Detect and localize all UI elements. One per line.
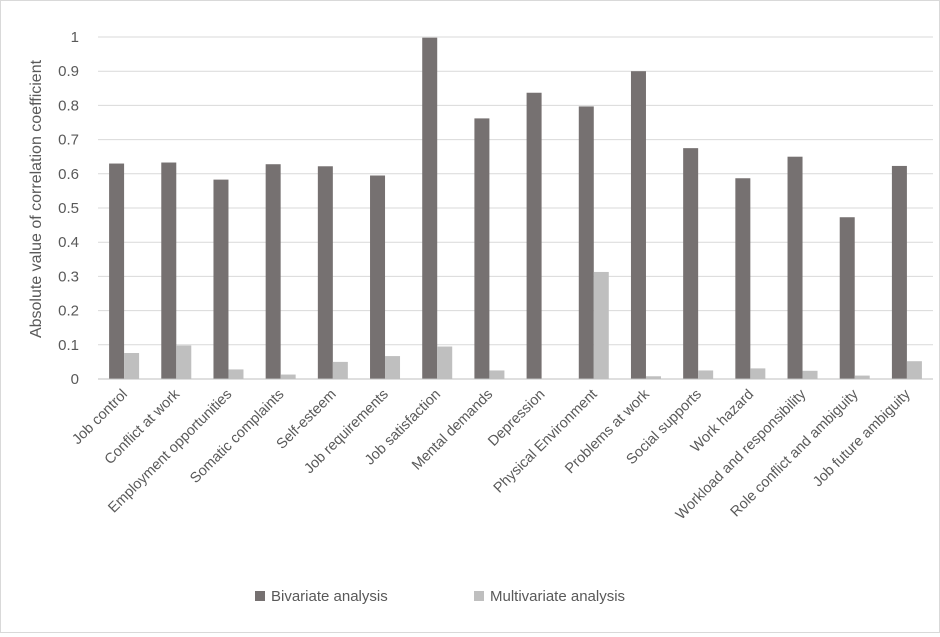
y-tick-label: 0.2 [58, 303, 79, 320]
bar-bivariate [526, 92, 542, 379]
y-tick-label: 0.4 [58, 234, 79, 251]
bar-bivariate [474, 118, 490, 380]
bar-multivariate [645, 376, 661, 379]
legend-label: Bivariate analysis [271, 588, 388, 605]
y-tick-label: 0.8 [58, 97, 79, 114]
bar-multivariate [385, 356, 401, 379]
bar-multivariate [906, 361, 922, 379]
y-tick-label: 0.6 [58, 166, 79, 183]
bar-bivariate [422, 37, 438, 380]
bar-multivariate [489, 370, 505, 379]
bar-bivariate [317, 166, 333, 379]
bar-bivariate [213, 179, 229, 379]
bar-multivariate [437, 346, 453, 379]
gridlines [98, 36, 933, 346]
bars [109, 37, 922, 380]
bar-multivariate [854, 375, 870, 379]
bar-bivariate [735, 178, 751, 379]
bar-multivariate [332, 361, 348, 379]
x-category-label: Job future ambiguity [810, 386, 914, 490]
bar-bivariate [578, 106, 594, 380]
y-tick-label: 0.3 [58, 268, 79, 285]
legend: Bivariate analysis Multivariate analysis [255, 588, 625, 605]
bar-bivariate [265, 164, 281, 379]
bar-multivariate [280, 374, 296, 379]
x-category-label: Somatic complaints [187, 387, 287, 487]
bar-bivariate [839, 217, 855, 379]
y-tick-label: 0.1 [58, 337, 79, 354]
y-axis-title: Absolute value of correlation coefficien… [28, 59, 45, 338]
bar-bivariate [787, 156, 803, 379]
bar-multivariate [698, 370, 714, 379]
bar-multivariate [593, 271, 609, 379]
bar-multivariate [750, 368, 766, 379]
y-axis-ticks: 0 0.1 0.2 0.3 0.4 0.5 0.6 0.7 0.8 0.9 1 [58, 29, 79, 388]
x-category-label: Physical Environment [491, 387, 601, 497]
bar-multivariate [802, 370, 818, 379]
bar-bivariate [109, 163, 125, 379]
bar-multivariate [176, 345, 192, 379]
bar-bivariate [161, 162, 177, 379]
y-tick-label: 0.7 [58, 132, 79, 149]
y-tick-label: 0.5 [58, 200, 79, 217]
y-tick-label: 0 [71, 371, 79, 388]
legend-label: Multivariate analysis [490, 588, 625, 605]
bar-multivariate [228, 369, 244, 379]
bar-bivariate [630, 71, 646, 379]
bar-bivariate [891, 165, 907, 379]
legend-swatch [255, 591, 265, 601]
bar-multivariate [124, 353, 140, 379]
y-tick-label: 1 [71, 29, 79, 46]
bar-bivariate [370, 175, 386, 379]
bar-bivariate [683, 148, 699, 379]
y-tick-label: 0.9 [58, 63, 79, 80]
legend-swatch [474, 591, 484, 601]
